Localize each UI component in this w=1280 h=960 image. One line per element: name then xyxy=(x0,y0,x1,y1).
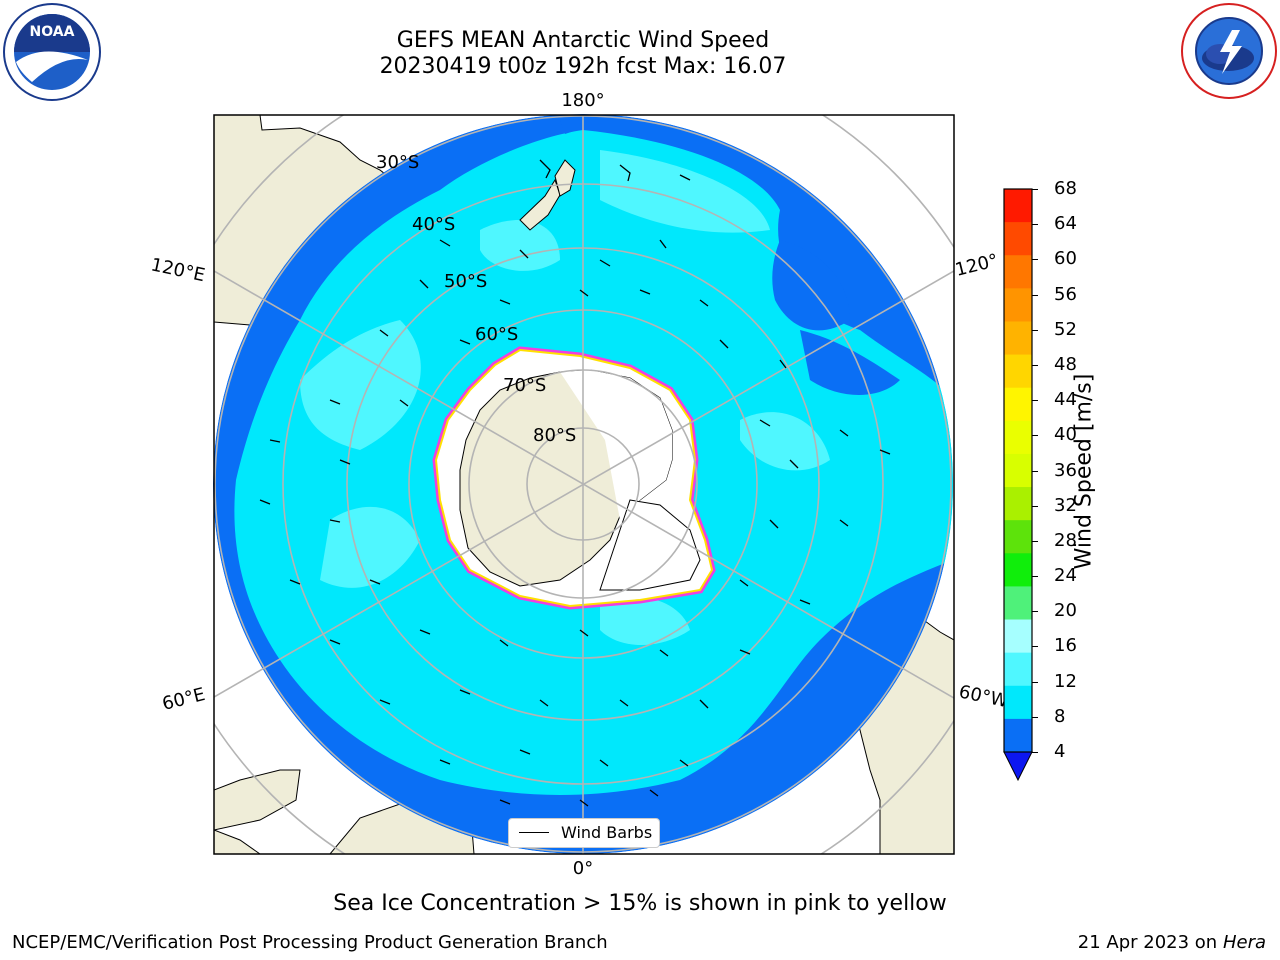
graticule xyxy=(214,115,954,854)
colorbar-tick-label: 16 xyxy=(1054,635,1077,657)
lat-label-70s: 70°S xyxy=(503,375,546,396)
lon-label-0: 0° xyxy=(573,858,593,879)
noaa-logo-text: NOAA xyxy=(30,24,75,40)
colorbar-segment xyxy=(1004,354,1032,389)
legend-line-icon xyxy=(519,832,549,833)
colorbar-segment xyxy=(1004,586,1032,621)
colorbar-segment xyxy=(1004,520,1032,554)
antarctica xyxy=(459,369,701,591)
colorbar-tick-label: 68 xyxy=(1054,178,1077,199)
colorbar-tick-label: 20 xyxy=(1054,600,1077,622)
lat-label-30s: 30°S xyxy=(376,152,419,173)
colorbar-tick-label: 32 xyxy=(1054,494,1077,516)
colorbar-tick-label: 56 xyxy=(1054,283,1077,305)
colorbar-tick-mark xyxy=(1032,505,1038,507)
colorbar-tick-label: 60 xyxy=(1054,248,1077,270)
colorbar-tick-mark xyxy=(1032,611,1038,613)
colorbar-tick-mark xyxy=(1032,329,1038,331)
disk-land xyxy=(519,159,576,231)
legend: Wind Barbs xyxy=(508,818,660,848)
colorbar-tick-label: 44 xyxy=(1054,389,1077,411)
colorbar-tick-label: 40 xyxy=(1054,424,1077,446)
colorbar-tick-label: 4 xyxy=(1054,741,1066,762)
colorbar-tick-label: 36 xyxy=(1054,459,1077,481)
colorbar-tick-mark xyxy=(1032,224,1038,226)
colorbar-segment xyxy=(1004,255,1032,289)
lat-label-50s: 50°S xyxy=(444,271,487,292)
footer-host: Hera xyxy=(1222,932,1266,953)
colorbar-segment xyxy=(1004,718,1032,753)
colorbar-tick-label: 24 xyxy=(1054,565,1077,587)
colorbar-tick-label: 52 xyxy=(1054,318,1077,340)
colorbar-tick-label: 28 xyxy=(1054,529,1077,551)
lon-label-180: 180° xyxy=(561,90,604,111)
footer-date: 21 Apr 2023 on xyxy=(1077,932,1223,953)
colorbar-segment xyxy=(1004,222,1032,256)
footer-right: 21 Apr 2023 on Hera xyxy=(1078,932,1266,953)
footer-left: NCEP/EMC/Verification Post Processing Pr… xyxy=(12,932,608,953)
colorbar-tick-mark xyxy=(1032,576,1038,578)
colorbar-segment xyxy=(1004,685,1032,720)
lat-label-80s: 80°S xyxy=(533,425,576,446)
lon-label-120w: 120° xyxy=(953,250,1000,281)
colorbar-segment xyxy=(1004,619,1032,654)
colorbar-segment xyxy=(1004,387,1032,422)
colorbar-tick-label: 64 xyxy=(1054,213,1077,235)
chart-title: GEFS MEAN Antarctic Wind Speed xyxy=(396,28,770,53)
colorbar-tick-mark xyxy=(1032,470,1038,472)
colorbar-tick-mark xyxy=(1032,400,1038,402)
lat-label-40s: 40°S xyxy=(412,214,455,235)
colorbar-tick-label: 48 xyxy=(1054,353,1077,375)
chart-subtitle: 20230419 t00z 192h fcst Max: 16.07 xyxy=(379,54,787,79)
colorbar-segment xyxy=(1004,553,1032,587)
colorbar-segment xyxy=(1004,487,1032,521)
colorbar-tick-mark xyxy=(1032,646,1038,648)
colorbar-extend-arrow xyxy=(1003,751,1033,782)
noaa-logo-icon: NOAA xyxy=(3,3,101,101)
wind-barbs xyxy=(259,159,891,807)
nws-logo-icon xyxy=(1181,3,1277,99)
colorbar-label: Wind Speed [m/s] xyxy=(1071,373,1097,570)
colorbar-tick-mark xyxy=(1032,716,1038,718)
colorbar-segment xyxy=(1004,652,1032,687)
caption: Sea Ice Concentration > 15% is shown in … xyxy=(333,891,947,916)
colorbar-segment xyxy=(1004,288,1032,322)
colorbar-tick-label: 8 xyxy=(1054,705,1066,727)
colorbar-tick-label: 12 xyxy=(1054,670,1077,692)
legend-label: Wind Barbs xyxy=(561,823,653,842)
colorbar-tick-mark xyxy=(1032,189,1038,190)
colorbar-tick-mark xyxy=(1032,681,1038,683)
colorbar-tick-mark xyxy=(1032,364,1038,366)
colorbar xyxy=(1003,188,1033,782)
colorbar-tick-mark xyxy=(1032,540,1038,542)
lon-label-120e: 120°E xyxy=(149,254,207,286)
colorbar-tick-mark xyxy=(1032,294,1038,296)
lat-label-60s: 60°S xyxy=(475,324,518,345)
colorbar-tick-mark xyxy=(1032,752,1038,753)
colorbar-tick-mark xyxy=(1032,435,1038,437)
colorbar-segment xyxy=(1004,420,1032,455)
lon-label-60e: 60°E xyxy=(160,684,207,715)
colorbar-segment xyxy=(1004,321,1032,356)
colorbar-segment xyxy=(1004,189,1032,223)
map-border xyxy=(213,114,955,855)
colorbar-segment xyxy=(1004,453,1032,488)
colorbar-tick-mark xyxy=(1032,259,1038,261)
